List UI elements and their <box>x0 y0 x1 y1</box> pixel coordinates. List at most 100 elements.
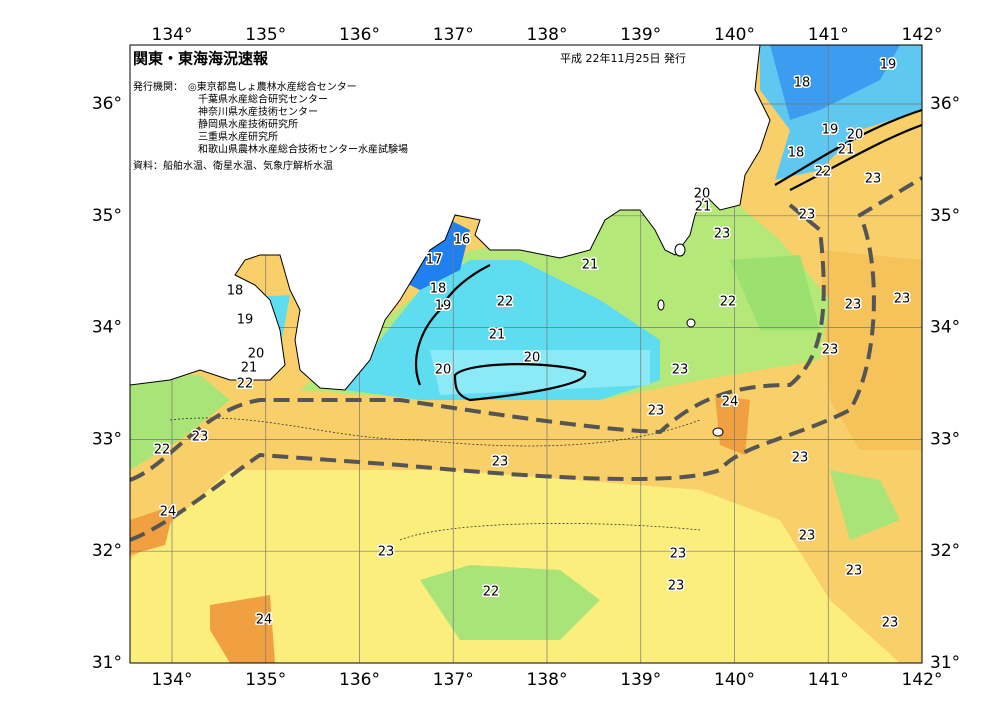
contour-label: 18 <box>227 284 244 299</box>
contour-label: 19 <box>880 58 897 73</box>
contour-label: 19 <box>435 299 452 314</box>
issuer: 静岡県水産技術研究所 <box>198 118 298 131</box>
longitude-label: 138° <box>527 25 568 45</box>
contour-label: 21 <box>695 200 712 215</box>
contour-label: 21 <box>489 328 506 343</box>
contour-label: 23 <box>672 363 689 378</box>
contour-label: 22 <box>497 295 514 310</box>
contour-label: 23 <box>799 208 816 223</box>
isotherm <box>774 108 922 191</box>
longitude-label: 135° <box>245 670 286 690</box>
contour-label: 22 <box>237 377 254 392</box>
contour-label: 23 <box>822 343 839 358</box>
contour-label: 20 <box>847 128 864 143</box>
longitude-label: 139° <box>620 25 661 45</box>
contour-label: 21 <box>838 143 855 158</box>
issuer: 千葉県水産総合研究センター <box>198 93 328 106</box>
contour-label: 16 <box>454 233 471 248</box>
isotherm-20 <box>453 363 587 402</box>
contour-label: 20 <box>435 363 452 378</box>
sea-blue <box>770 45 900 120</box>
contour-label: 22 <box>720 295 737 310</box>
map-area <box>130 45 922 663</box>
longitude-label: 136° <box>339 25 380 45</box>
issuer: 和歌山県農林水産総合技術センター水産試験場 <box>198 143 408 156</box>
longitude-label: 140° <box>714 25 755 45</box>
contour-label: 22 <box>154 443 171 458</box>
latitude-label: 35° <box>92 206 122 226</box>
contour-label: 18 <box>794 76 811 91</box>
kuroshio-edge <box>130 176 922 542</box>
longitude-label: 134° <box>152 670 193 690</box>
longitude-label: 137° <box>433 670 474 690</box>
contour-label: 23 <box>882 616 899 631</box>
sea-light-cyan <box>430 350 650 395</box>
latitude-label: 31° <box>92 653 122 673</box>
isotherm <box>415 264 491 386</box>
contour-label: 22 <box>815 165 832 180</box>
contour-label: 24 <box>160 505 177 520</box>
latitude-label: 34° <box>92 318 122 338</box>
axis-labels: 134° 134° 135° 135° 136° 136° 137° 137° 138° 138°… <box>92 25 960 690</box>
longitude-label: 137° <box>433 25 474 45</box>
issuers-label: 発行機関： <box>133 80 183 93</box>
contour-label: 23 <box>492 455 509 470</box>
island <box>657 299 665 311</box>
issuer: ◎東京都島しょ農林水産総合センター <box>188 80 357 93</box>
longitude-label: 138° <box>527 670 568 690</box>
sea-green <box>130 375 230 470</box>
sea-green <box>420 565 600 640</box>
contour-label: 23 <box>894 292 911 307</box>
latitude-label: 32° <box>92 541 122 561</box>
longitude-label: 136° <box>339 670 380 690</box>
island <box>686 318 696 328</box>
issuer: 神奈川県水産技術センター <box>198 105 318 118</box>
latitude-label: 36° <box>92 94 122 114</box>
latitude-label: 35° <box>930 206 960 226</box>
contour-label: 19 <box>822 123 839 138</box>
sea-yellow <box>130 470 900 663</box>
land <box>130 45 771 391</box>
contour-label: 21 <box>582 258 599 273</box>
contour-label: 23 <box>792 451 809 466</box>
sea-green <box>730 255 820 330</box>
longitude-label: 134° <box>152 25 193 45</box>
longitude-label: 140° <box>714 670 755 690</box>
contour-label: 24 <box>722 395 739 410</box>
longitude-label: 141° <box>808 670 849 690</box>
minor-isotherm <box>169 417 701 541</box>
contour-label: 19 <box>237 313 254 328</box>
map-frame <box>129 44 923 664</box>
contour-label: 23 <box>799 529 816 544</box>
issuers: ◎東京都島しょ農林水産総合センター千葉県水産総合研究センター神奈川県水産技術セン… <box>188 80 408 156</box>
longitude-label: 141° <box>808 25 849 45</box>
longitude-label: 139° <box>620 670 661 690</box>
contour-label: 23 <box>378 545 395 560</box>
contour-label: 23 <box>714 227 731 242</box>
contour-label: 21 <box>241 361 258 376</box>
contour-label: 23 <box>845 298 862 313</box>
longitude-label: 142° <box>902 25 943 45</box>
sea-hot <box>210 595 275 663</box>
contour-label: 23 <box>846 564 863 579</box>
longitude-label: 142° <box>902 670 943 690</box>
source: 資料：船舶水温、衛星水温、気象庁解析水温 <box>133 159 333 172</box>
contour-label: 23 <box>648 404 665 419</box>
latitude-label: 34° <box>930 318 960 338</box>
contour-label: 22 <box>483 585 500 600</box>
title: 関東・東海海況速報 <box>133 50 269 68</box>
sea-green <box>830 470 900 540</box>
contour-label: 20 <box>248 347 265 362</box>
longitude-label: 135° <box>245 25 286 45</box>
latitude-label: 32° <box>930 541 960 561</box>
issue-date: 平成 22年11月25日 発行 <box>560 51 686 65</box>
latitude-label: 33° <box>930 429 960 449</box>
contour-label: 18 <box>430 282 447 297</box>
contour-label: 20 <box>524 351 541 366</box>
latitude-label: 36° <box>930 94 960 114</box>
contour-label: 23 <box>668 579 685 594</box>
contour-label: 23 <box>865 172 882 187</box>
